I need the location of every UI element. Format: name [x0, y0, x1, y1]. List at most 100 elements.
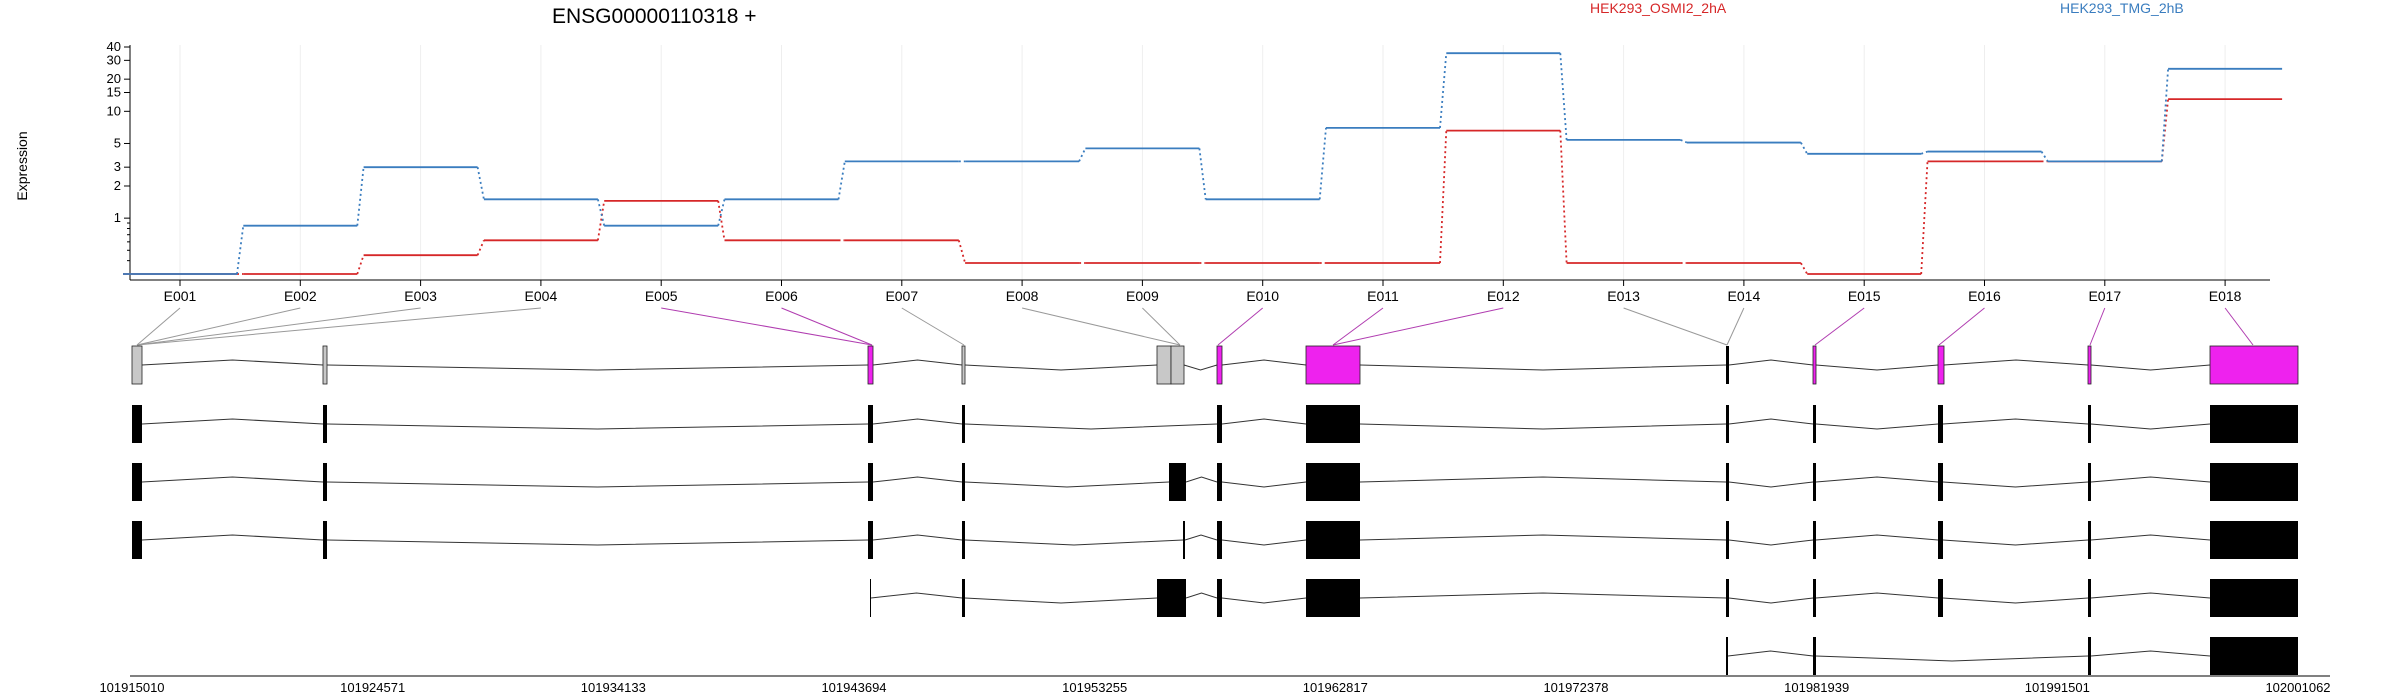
- intron: [1221, 359, 1307, 366]
- series-1: [123, 98, 2283, 275]
- intron: [1942, 539, 2089, 546]
- exon-block: [132, 405, 142, 443]
- exon-block: [868, 405, 873, 443]
- coordinate-label: 101934133: [581, 680, 646, 695]
- intron: [1728, 359, 1814, 366]
- exon-block: [1217, 405, 1222, 443]
- intron: [870, 592, 963, 599]
- intron: [964, 539, 1184, 546]
- legend-osmi2: HEK293_OSMI2_2hA: [1590, 0, 1727, 16]
- exon-block: [1170, 345, 1185, 385]
- exon-block: [2209, 345, 2299, 385]
- series-connector: [1198, 148, 1207, 200]
- y-tick-label: 3: [114, 159, 121, 174]
- exon-block: [2210, 405, 2298, 443]
- intron: [326, 423, 869, 430]
- y-tick-label: 1: [114, 210, 121, 225]
- intron: [1185, 476, 1218, 483]
- exon-link: [136, 307, 181, 346]
- intron: [1183, 364, 1218, 371]
- exon-block: [1813, 463, 1816, 501]
- intron: [1728, 481, 1814, 488]
- exon-link: [2224, 307, 2254, 346]
- exon-link: [136, 307, 421, 346]
- series-connector: [957, 240, 966, 264]
- exon-block: [1306, 405, 1360, 443]
- coordinate-label: 101943694: [821, 680, 886, 695]
- series-connector: [1559, 53, 1568, 140]
- exon-link: [136, 307, 301, 346]
- intron: [964, 364, 1158, 371]
- series-connector: [597, 199, 606, 226]
- exon-block: [131, 345, 143, 385]
- exon-block: [323, 405, 327, 443]
- intron: [1184, 534, 1218, 541]
- intron: [1942, 481, 2089, 488]
- intron: [1221, 597, 1307, 604]
- series-connector: [717, 200, 726, 241]
- transcript-1: [131, 345, 2299, 385]
- transcript-6: [1726, 637, 2298, 675]
- intron: [964, 597, 1158, 604]
- intron: [1815, 655, 2089, 662]
- exon-label-e007: E007: [885, 288, 918, 304]
- intron: [1815, 476, 1939, 483]
- intron: [872, 476, 963, 483]
- y-tick-label: 40: [107, 39, 121, 54]
- exon-block: [870, 579, 871, 617]
- series-connector: [597, 200, 606, 241]
- exon-label-e011: E011: [1367, 288, 1399, 304]
- intron: [141, 534, 324, 541]
- exon-label-e004: E004: [525, 288, 558, 304]
- exon-block: [962, 463, 965, 501]
- intron: [872, 534, 963, 541]
- exon-block: [1813, 405, 1816, 443]
- intron: [2090, 650, 2211, 657]
- y-tick-label: 2: [114, 178, 121, 193]
- exon-block: [132, 521, 142, 559]
- exon-block: [2088, 637, 2091, 675]
- series-connector: [1680, 139, 1688, 144]
- exon-link: [1021, 307, 1181, 346]
- intron: [1943, 359, 2089, 366]
- exon-label-e005: E005: [645, 288, 678, 304]
- series-connector: [1920, 150, 1928, 155]
- exon-link: [781, 307, 873, 346]
- exon-block: [1726, 346, 1729, 384]
- series-connector: [476, 167, 485, 200]
- coordinate-label: 101915010: [99, 680, 164, 695]
- exon-block: [962, 521, 965, 559]
- exon-label-e010: E010: [1246, 288, 1279, 304]
- intron: [1815, 592, 1939, 599]
- intron: [2090, 423, 2211, 430]
- exon-block: [1217, 463, 1222, 501]
- intron: [1728, 597, 1814, 604]
- series-connector: [476, 239, 485, 256]
- series-connector: [1439, 130, 1448, 264]
- exon-label-e018: E018: [2209, 288, 2242, 304]
- exon-label-e013: E013: [1607, 288, 1640, 304]
- exon-block: [1813, 637, 1816, 675]
- exon-block: [1726, 637, 1728, 675]
- intron: [1942, 597, 2089, 604]
- exon-link: [661, 307, 873, 346]
- intron: [964, 423, 1218, 430]
- exon-block: [1306, 463, 1360, 501]
- exon-block: [1938, 579, 1943, 617]
- exon-label-e014: E014: [1728, 288, 1761, 304]
- exon-block: [867, 345, 874, 385]
- exon-block: [322, 345, 328, 385]
- transcript-2: [132, 405, 2298, 443]
- series-connector: [1800, 262, 1808, 275]
- chart-title: ENSG00000110318 +: [552, 5, 757, 28]
- intron: [141, 418, 324, 425]
- exon-block: [2087, 345, 2092, 385]
- coordinate-label: 101972378: [1543, 680, 1608, 695]
- exon-block: [1306, 579, 1360, 617]
- intron: [141, 359, 324, 366]
- intron: [1185, 592, 1218, 599]
- exon-block: [1157, 579, 1186, 617]
- exon-block: [2210, 579, 2298, 617]
- y-tick-label: 5: [114, 135, 121, 150]
- intron: [1942, 418, 2089, 425]
